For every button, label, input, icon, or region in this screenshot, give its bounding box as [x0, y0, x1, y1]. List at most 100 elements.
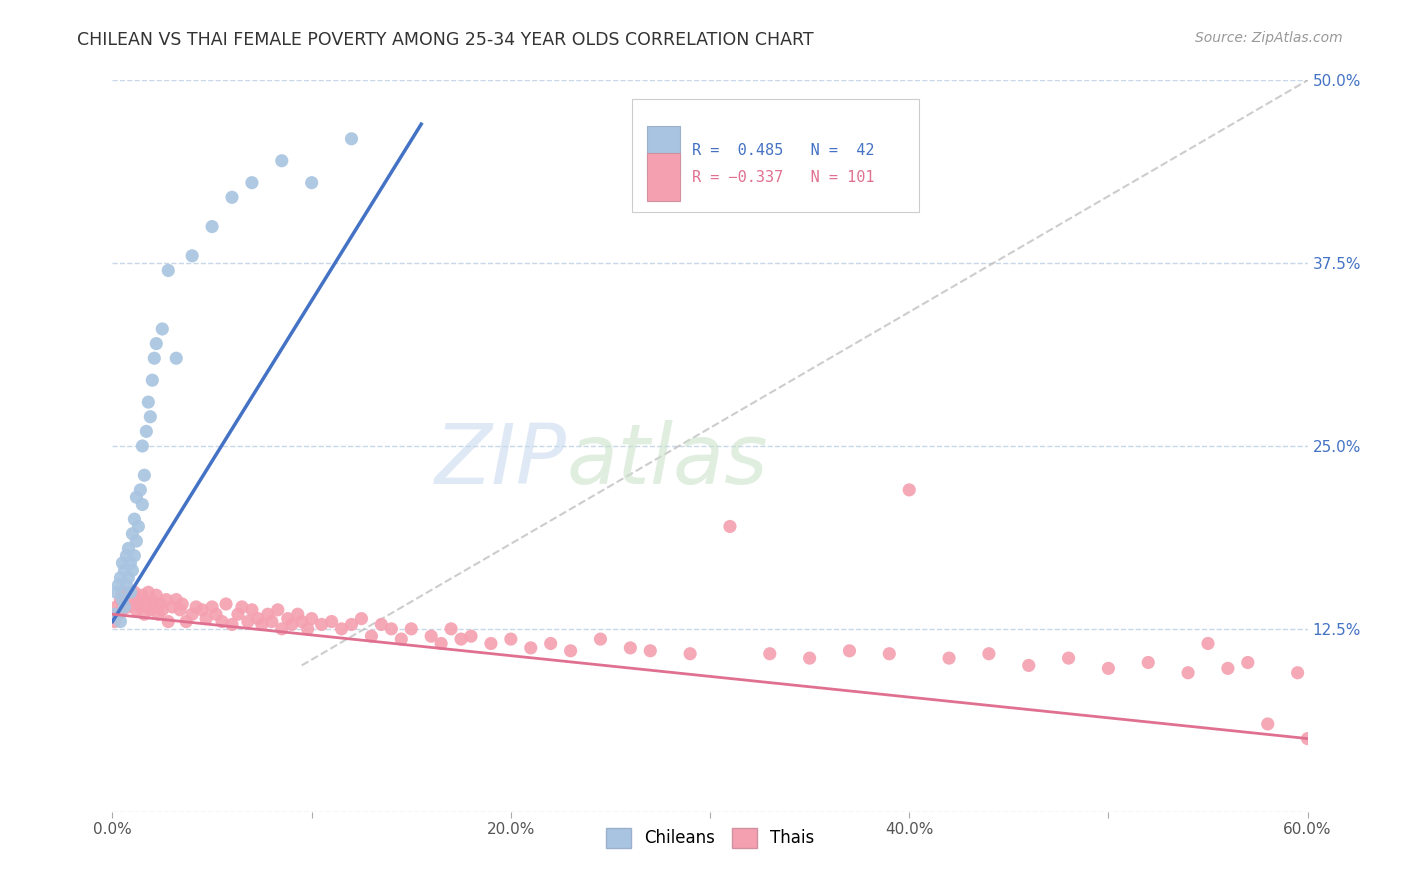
Point: [401, 622, 423, 636]
Point: [759, 647, 782, 661]
Point: [977, 647, 1000, 661]
Point: [1177, 665, 1199, 680]
Point: [165, 351, 187, 366]
Point: [138, 395, 160, 409]
Point: [141, 373, 163, 387]
Point: [162, 599, 183, 614]
Point: [125, 534, 148, 549]
Text: R =  0.485   N =  42: R = 0.485 N = 42: [692, 143, 875, 158]
Point: [148, 607, 170, 622]
Point: [135, 597, 157, 611]
Point: [389, 632, 412, 646]
Point: [321, 615, 343, 629]
Text: CHILEAN VS THAI FEMALE POVERTY AMONG 25-34 YEAR OLDS CORRELATION CHART: CHILEAN VS THAI FEMALE POVERTY AMONG 25-…: [77, 31, 814, 49]
Point: [257, 607, 280, 622]
Point: [117, 541, 139, 556]
Point: [110, 592, 132, 607]
Point: [430, 636, 453, 650]
Point: [250, 617, 273, 632]
Point: [240, 176, 263, 190]
Point: [191, 603, 214, 617]
FancyBboxPatch shape: [647, 127, 681, 174]
Point: [270, 153, 292, 168]
Point: [340, 132, 363, 146]
Point: [879, 647, 901, 661]
Point: [211, 615, 233, 629]
Point: [145, 588, 167, 602]
Point: [311, 617, 333, 632]
Point: [131, 588, 153, 602]
Point: [540, 636, 562, 650]
Point: [125, 603, 148, 617]
Point: [360, 629, 382, 643]
Point: [520, 640, 543, 655]
Point: [236, 615, 259, 629]
Point: [125, 490, 148, 504]
Point: [1237, 656, 1260, 670]
Point: [281, 617, 304, 632]
Point: [124, 585, 146, 599]
Point: [246, 612, 269, 626]
Point: [114, 563, 135, 577]
Point: [105, 599, 128, 614]
Point: [117, 571, 139, 585]
Point: [215, 597, 238, 611]
Point: [181, 249, 204, 263]
Point: [149, 597, 172, 611]
Point: [139, 409, 162, 424]
Point: [1286, 665, 1309, 680]
Point: [111, 603, 134, 617]
Point: [111, 585, 134, 599]
Point: [120, 592, 142, 607]
Point: [898, 483, 921, 497]
Point: [131, 439, 153, 453]
Point: [115, 578, 138, 592]
Point: [201, 599, 224, 614]
Point: [201, 219, 224, 234]
Point: [277, 612, 299, 626]
Point: [115, 549, 138, 563]
Point: [127, 592, 149, 607]
Point: [330, 622, 353, 636]
Point: [120, 585, 142, 599]
Point: [270, 622, 292, 636]
Point: [460, 629, 482, 643]
Point: [1296, 731, 1319, 746]
Point: [186, 599, 208, 614]
FancyBboxPatch shape: [633, 99, 920, 212]
Point: [139, 603, 162, 617]
Point: [157, 615, 180, 629]
FancyBboxPatch shape: [647, 153, 681, 201]
Point: [103, 615, 125, 629]
Point: [134, 468, 156, 483]
Point: [301, 176, 323, 190]
Point: [420, 629, 443, 643]
Point: [799, 651, 821, 665]
Point: [1197, 636, 1219, 650]
Point: [124, 512, 146, 526]
Point: [231, 599, 253, 614]
Point: [1018, 658, 1040, 673]
Point: [226, 607, 249, 622]
Point: [619, 640, 641, 655]
Point: [260, 615, 283, 629]
Point: [121, 595, 143, 609]
Point: [150, 603, 173, 617]
Point: [221, 190, 243, 204]
Point: [143, 351, 166, 366]
Point: [114, 597, 135, 611]
Point: [181, 607, 204, 622]
Point: [105, 585, 128, 599]
Point: [440, 622, 463, 636]
Point: [479, 636, 502, 650]
Point: [450, 632, 472, 646]
Point: [301, 612, 323, 626]
Point: [114, 599, 135, 614]
Point: [107, 578, 129, 592]
Text: R = −0.337   N = 101: R = −0.337 N = 101: [692, 169, 875, 185]
Point: [380, 622, 402, 636]
Point: [291, 615, 314, 629]
Point: [340, 617, 363, 632]
Point: [938, 651, 960, 665]
Point: [107, 607, 129, 622]
